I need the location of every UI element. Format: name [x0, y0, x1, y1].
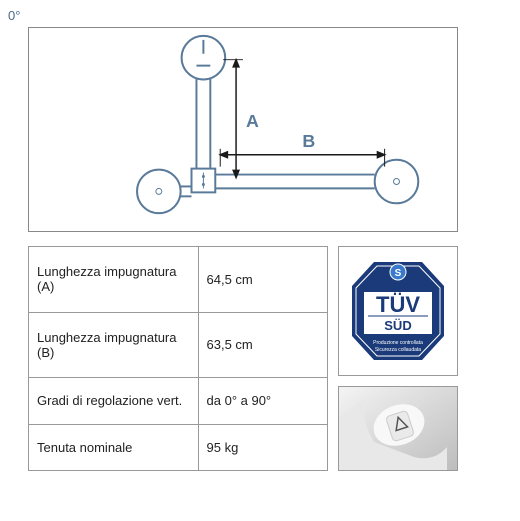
spec-table: Lunghezza impugnatura (A) 64,5 cm Lunghe…	[28, 246, 328, 471]
spec-value: da 0° a 90°	[198, 378, 327, 424]
tuv-badge-svg: S TÜV SÜD Produzione controllata Sicurez…	[344, 252, 452, 370]
svg-text:Sicurezza collaudata: Sicurezza collaudata	[375, 347, 421, 353]
spec-value: 95 kg	[198, 424, 327, 470]
spec-label: Lunghezza impugnatura (B)	[29, 312, 199, 378]
right-column: S TÜV SÜD Produzione controllata Sicurez…	[338, 246, 458, 471]
technical-diagram: A B	[28, 27, 458, 232]
product-photo-svg	[339, 387, 458, 471]
svg-text:SÜD: SÜD	[384, 318, 411, 333]
table-row: Gradi di regolazione vert. da 0° a 90°	[29, 378, 328, 424]
dim-label-b: B	[302, 131, 315, 151]
svg-text:Produzione controllata: Produzione controllata	[373, 340, 423, 346]
product-photo	[338, 386, 458, 471]
spec-label: Tenuta nominale	[29, 424, 199, 470]
bottom-row: Lunghezza impugnatura (A) 64,5 cm Lunghe…	[28, 246, 512, 471]
angle-label: 0°	[8, 8, 512, 23]
spec-value: 63,5 cm	[198, 312, 327, 378]
spec-label: Gradi di regolazione vert.	[29, 378, 199, 424]
spec-value: 64,5 cm	[198, 247, 327, 313]
dim-label-a: A	[246, 111, 259, 131]
spec-label: Lunghezza impugnatura (A)	[29, 247, 199, 313]
svg-text:S: S	[395, 268, 402, 279]
table-row: Lunghezza impugnatura (A) 64,5 cm	[29, 247, 328, 313]
diagram-svg: A B	[29, 28, 457, 231]
svg-text:TÜV: TÜV	[376, 292, 420, 317]
table-row: Lunghezza impugnatura (B) 63,5 cm	[29, 312, 328, 378]
table-row: Tenuta nominale 95 kg	[29, 424, 328, 470]
tuv-badge: S TÜV SÜD Produzione controllata Sicurez…	[338, 246, 458, 376]
